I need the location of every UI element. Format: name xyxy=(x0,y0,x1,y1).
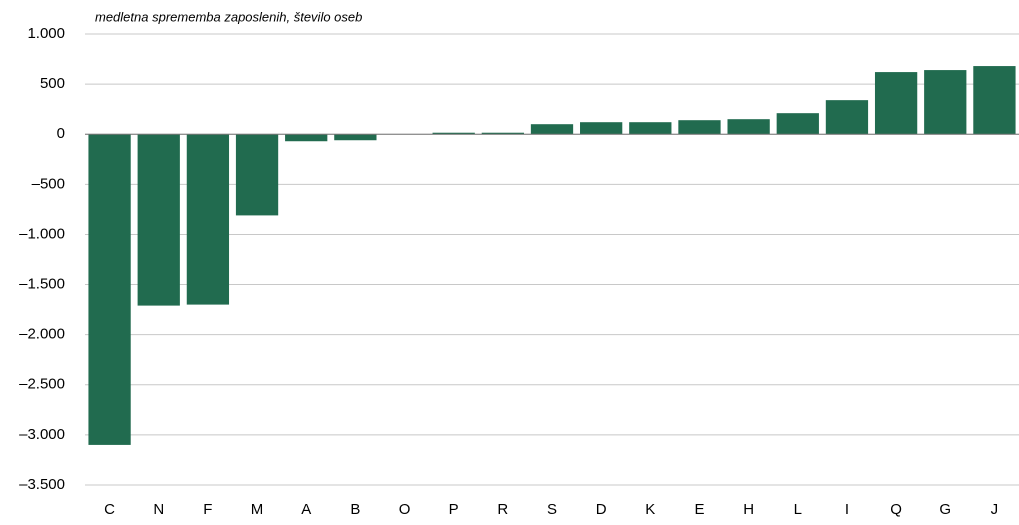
x-tick-label: B xyxy=(350,501,360,518)
bar xyxy=(530,124,574,135)
x-tick-label: K xyxy=(645,501,655,518)
bar xyxy=(137,134,180,306)
y-tick-label: –1.000 xyxy=(19,225,65,242)
x-tick-label: O xyxy=(399,501,411,518)
x-tick-label: I xyxy=(845,501,849,518)
bar xyxy=(186,134,230,305)
x-tick-label: D xyxy=(596,501,607,518)
x-tick-label: N xyxy=(153,501,164,518)
bar xyxy=(235,134,279,216)
x-tick-label: F xyxy=(203,501,212,518)
y-tick-label: –1.500 xyxy=(19,276,65,293)
bar xyxy=(432,132,475,135)
x-tick-label: P xyxy=(449,501,459,518)
chart-title: medletna sprememba zaposlenih, število o… xyxy=(95,9,362,24)
y-tick-label: –2.000 xyxy=(19,326,65,343)
x-tick-label: L xyxy=(794,501,802,518)
bar xyxy=(334,134,377,141)
x-tick-label: R xyxy=(497,501,508,518)
x-tick-label: G xyxy=(939,501,951,518)
x-tick-label: C xyxy=(104,501,115,518)
bar xyxy=(973,66,1016,135)
bar xyxy=(776,113,819,135)
bar xyxy=(481,132,524,135)
y-tick-label: 0 xyxy=(57,125,65,142)
bar xyxy=(727,119,770,135)
bar xyxy=(580,122,623,135)
x-tick-label: A xyxy=(301,501,311,518)
y-tick-label: –3.000 xyxy=(19,426,65,443)
bar xyxy=(629,122,672,135)
y-tick-label: –2.500 xyxy=(19,376,65,393)
bar xyxy=(285,134,328,142)
x-tick-label: E xyxy=(694,501,704,518)
y-tick-label: –500 xyxy=(32,175,65,192)
bar xyxy=(924,70,967,135)
x-tick-label: M xyxy=(251,501,264,518)
x-tick-label: S xyxy=(547,501,557,518)
x-tick-label: J xyxy=(991,501,999,518)
bar xyxy=(825,100,869,135)
x-tick-label: H xyxy=(743,501,754,518)
y-tick-label: 1.000 xyxy=(27,25,65,42)
x-tick-label: Q xyxy=(890,501,902,518)
bar xyxy=(678,120,721,135)
bar xyxy=(88,134,131,445)
y-tick-label: 500 xyxy=(40,75,65,92)
y-tick-label: –3.500 xyxy=(19,476,65,493)
bar xyxy=(874,72,918,135)
